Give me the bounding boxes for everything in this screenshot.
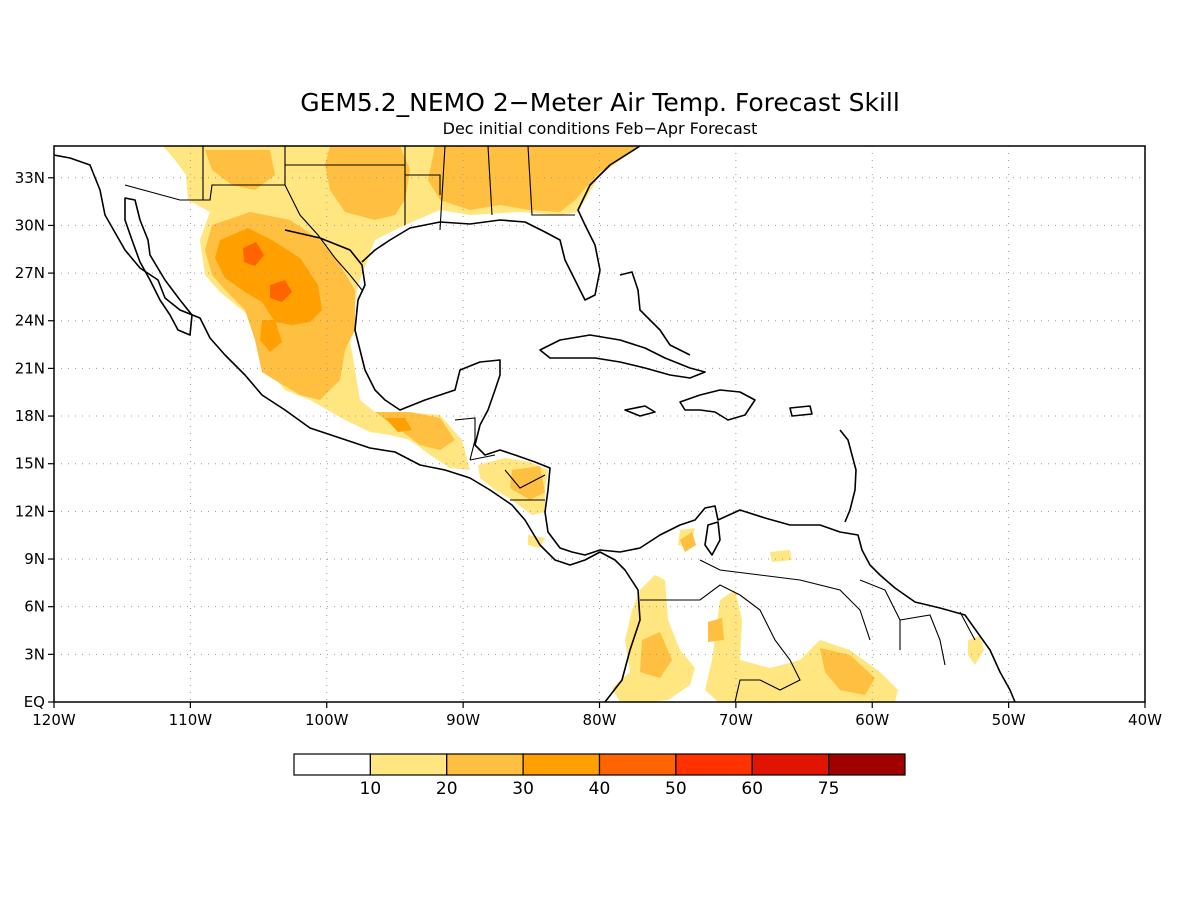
colorbar-swatch	[293, 753, 371, 776]
coastlines	[54, 146, 1016, 702]
skill-region-caribbean-coast	[680, 532, 696, 552]
map-area	[54, 146, 1145, 702]
lon-tick-label: 50W	[992, 711, 1026, 729]
colorbar	[293, 753, 906, 776]
skill-shading	[163, 146, 984, 702]
lon-tick-label: 100W	[305, 711, 349, 729]
skill-region-durango-max	[270, 280, 292, 302]
lat-tick-label: 9N	[24, 550, 45, 568]
us-mexico-border	[124, 184, 363, 291]
colorbar-label: 20	[436, 779, 458, 799]
skill-region-brazil-north	[820, 648, 875, 695]
skill-region-panama	[528, 535, 545, 548]
lat-tick-label: 24N	[15, 312, 45, 330]
lat-tick-label: 21N	[15, 359, 45, 377]
colorbar-label: 10	[360, 779, 382, 799]
latitude-ticks: EQ 3N 6N 9N 12N 15N 18N 21N 24N 27N 30N 33N	[15, 169, 54, 711]
skill-region-venezuela	[770, 550, 792, 562]
colorbar-swatch	[751, 753, 830, 776]
lat-tick-label: 6N	[24, 598, 45, 616]
colorbar-label: 30	[512, 779, 534, 799]
lat-tick-label: 27N	[15, 264, 45, 282]
colorbar-swatch	[828, 753, 906, 776]
hispaniola	[679, 389, 756, 421]
skill-region-arizona	[205, 150, 275, 190]
central-america-caribbean-coast	[474, 424, 1016, 702]
lon-tick-label: 120W	[32, 711, 76, 729]
colorbar-labels: 10 20 30 40 50 60 75	[360, 779, 840, 799]
colorbar-swatch	[446, 753, 524, 776]
colorbar-swatch	[598, 753, 677, 776]
lake-maracaibo	[704, 521, 721, 556]
map-subtitle: Dec initial conditions Feb−Apr Forecast	[443, 119, 758, 138]
skill-region-guiana	[968, 636, 984, 665]
jamaica	[624, 405, 656, 417]
lat-tick-label: 12N	[15, 502, 45, 520]
skill-region-amazon-core	[708, 618, 724, 642]
lat-tick-label: 18N	[15, 407, 45, 425]
baja-california	[124, 197, 193, 336]
lat-tick-label: 30N	[15, 216, 45, 234]
map-title: GEM5.2_NEMO 2−Meter Air Temp. Forecast S…	[300, 88, 900, 117]
lon-tick-label: 90W	[446, 711, 480, 729]
skill-region-honduras	[510, 466, 545, 500]
lon-tick-label: 40W	[1128, 711, 1162, 729]
political-borders	[124, 146, 976, 702]
pacific-coastline	[54, 154, 641, 702]
lon-tick-label: 70W	[719, 711, 753, 729]
lon-tick-label: 60W	[855, 711, 889, 729]
colorbar-swatch	[675, 753, 753, 776]
gulf-of-mexico-coast	[284, 229, 501, 426]
skill-region-mexico-central	[260, 320, 282, 352]
south-america-borders	[640, 559, 976, 702]
lesser-antilles	[839, 429, 857, 523]
lat-tick-label: EQ	[24, 693, 45, 711]
colorbar-swatch	[522, 753, 601, 776]
lat-tick-label: 3N	[24, 645, 45, 663]
cuba	[539, 334, 706, 379]
skill-region-sonora-chihuahua	[215, 228, 322, 325]
colorbar-label: 75	[818, 779, 840, 799]
lat-tick-label: 15N	[15, 455, 45, 473]
skill-region-chihuahua-max	[243, 242, 264, 266]
lat-tick-label: 33N	[15, 169, 45, 187]
colorbar-swatch	[369, 753, 448, 776]
us-gulf-coast	[361, 146, 641, 301]
colorbar-label: 40	[589, 779, 611, 799]
puerto-rico	[789, 405, 813, 417]
lon-tick-label: 110W	[169, 711, 213, 729]
lon-tick-label: 80W	[583, 711, 617, 729]
central-america-borders	[454, 417, 546, 501]
colorbar-label: 60	[741, 779, 763, 799]
skill-region-us-south	[428, 146, 640, 212]
longitude-ticks: 120W 110W 100W 90W 80W 70W 60W 50W 40W	[32, 702, 1162, 729]
skill-region-gulf-honduras	[385, 418, 412, 432]
skill-region-colombia-core	[640, 632, 672, 678]
us-state-borders	[202, 146, 575, 231]
colorbar-label: 50	[665, 779, 687, 799]
bahamas	[619, 271, 691, 356]
